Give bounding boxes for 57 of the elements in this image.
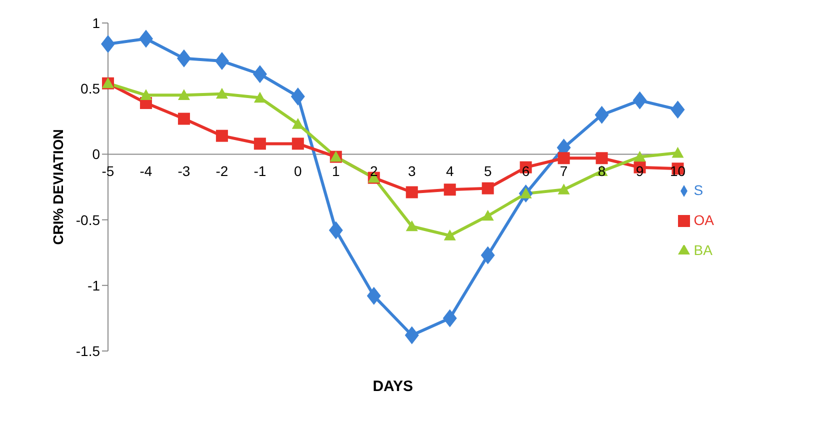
point [292,118,304,129]
point [632,91,647,110]
x-tick-label: 0 [294,163,302,180]
y-axis-title: CRI% DEVIATION [50,129,66,245]
point [406,220,418,232]
point [214,52,229,70]
point [292,138,304,150]
point [406,186,418,198]
point [216,130,228,142]
x-tick-label: -4 [140,163,152,180]
point [670,100,685,119]
x-tick-label: -5 [102,163,114,180]
point [290,87,305,106]
point [366,286,381,305]
x-tick-label: -3 [178,163,190,180]
point [138,30,153,48]
point [176,49,191,68]
legend-label: OA [694,212,714,228]
point [480,246,495,264]
point [252,65,267,84]
x-axis-title: DAYS [372,378,414,395]
point [558,184,570,194]
point [634,150,646,162]
y-tick-label: -1.5 [76,342,100,359]
point [404,326,419,344]
y-tick-label: 0 [92,146,100,162]
point [558,152,570,164]
point [444,184,456,196]
x-tick-label: 7 [560,163,568,180]
y-tick-label: -1 [88,277,100,294]
point [178,112,190,125]
point [216,88,228,99]
x-tick-label: -2 [216,163,228,180]
y-tick-label: 1 [92,14,100,31]
x-tick-label: 1 [332,163,340,180]
point [444,230,456,240]
point [101,34,115,53]
x-tick-label: 5 [484,163,492,180]
point [254,138,266,150]
point [672,146,684,158]
x-tick-label: 4 [446,163,454,180]
y-tick-label: -0.5 [76,212,100,228]
point [442,309,457,328]
point [482,210,494,221]
point [254,92,266,103]
point [482,182,494,194]
legend-label: S [694,182,704,198]
x-tick-label: 8 [598,163,606,180]
point [328,221,343,240]
x-tick-label: -1 [254,163,266,180]
point [140,89,152,100]
x-tick-label: 3 [408,163,416,180]
point [594,106,609,124]
point [596,152,608,164]
point [178,89,190,100]
y-tick-label: 0.5 [80,80,100,97]
legend-label: BA [694,242,712,258]
